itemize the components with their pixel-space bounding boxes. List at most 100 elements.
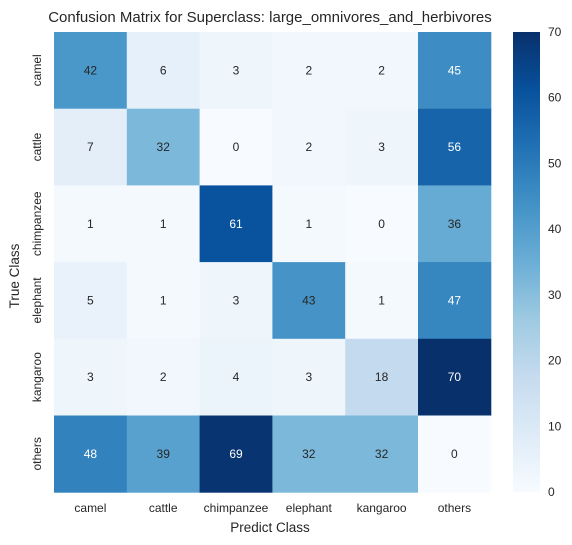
cell-value-label: 5	[87, 293, 94, 307]
heatmap-cell	[54, 108, 128, 186]
heatmap-cell	[345, 415, 419, 493]
heatmap-cell	[126, 262, 201, 340]
cell-value-label: 18	[375, 370, 389, 384]
heatmap-cell	[54, 32, 128, 110]
heatmap-cell	[418, 108, 492, 186]
heatmap-cell	[418, 415, 492, 493]
x-axis-ticks: camel cattle chimpanzee elephant kangaroo oth…	[74, 501, 471, 515]
cell-value-label: 3	[233, 63, 240, 77]
heatmap-cell	[199, 185, 273, 263]
x-tick-label: kangaroo	[357, 501, 407, 515]
cell-value-label: 2	[378, 63, 385, 77]
y-tick-label: elephant	[30, 277, 44, 324]
heatmap-cell	[126, 338, 201, 416]
cell-value-label: 2	[305, 140, 312, 154]
cell-value-label: 3	[87, 370, 94, 384]
heatmap-cell	[418, 338, 492, 416]
cell-value-label: 0	[451, 447, 458, 461]
heatmap-cell	[199, 338, 273, 416]
heatmap-cell	[272, 185, 346, 263]
heatmap-cell	[345, 32, 419, 110]
cell-value-label: 47	[448, 293, 462, 307]
heatmap-cell	[126, 108, 201, 186]
colorbar-tick-label: 30	[548, 288, 562, 302]
heatmap-cell	[199, 32, 273, 110]
cell-value-label: 48	[84, 447, 98, 461]
colorbar-tick-label: 50	[548, 156, 562, 170]
cell-value-label: 0	[378, 217, 385, 231]
heatmap-cell	[199, 262, 273, 340]
heatmap-cell	[126, 32, 201, 110]
y-tick-label: cattle	[30, 132, 44, 161]
y-tick-label: camel	[30, 54, 44, 86]
cell-value-label: 3	[378, 140, 385, 154]
heatmap-cell	[345, 108, 419, 186]
x-tick-label: chimpanzee	[204, 501, 269, 515]
y-tick-label: others	[30, 437, 44, 470]
cell-value-label: 70	[448, 370, 462, 384]
heatmap-cell	[345, 338, 419, 416]
cell-value-label: 3	[233, 293, 240, 307]
cell-value-label: 32	[302, 447, 316, 461]
heatmap-cell	[54, 262, 128, 340]
heatmap-cell	[345, 262, 419, 340]
x-tick-label: camel	[74, 501, 106, 515]
cell-value-label: 39	[157, 447, 171, 461]
heatmap-cell	[272, 415, 346, 493]
heatmap-cell	[272, 108, 346, 186]
cell-value-label: 1	[378, 293, 385, 307]
y-tick-label: chimpanzee	[30, 191, 44, 256]
heatmap-cell	[272, 262, 346, 340]
heatmap-cell	[272, 32, 346, 110]
colorbar-tick-label: 70	[548, 25, 562, 39]
colorbar-tick-label: 60	[548, 91, 562, 105]
cell-value-label: 32	[375, 447, 389, 461]
cell-value-label: 56	[448, 140, 462, 154]
heatmap-cell	[418, 32, 492, 110]
y-tick-label: kangaroo	[30, 352, 44, 402]
y-axis-ticks: camel cattle chimpanzee elephant kangaroo oth…	[30, 54, 44, 470]
heatmap-cell	[272, 338, 346, 416]
colorbar-tick-label: 20	[548, 354, 562, 368]
cell-value-label: 45	[448, 63, 462, 77]
x-tick-label: others	[438, 501, 471, 515]
cell-value-label: 1	[160, 293, 167, 307]
cell-value-label: 1	[160, 217, 167, 231]
cell-value-label: 61	[229, 217, 243, 231]
cell-value-label: 69	[229, 447, 243, 461]
cell-value-label: 36	[448, 217, 462, 231]
heatmap-cell	[54, 338, 128, 416]
cell-value-label: 32	[157, 140, 171, 154]
x-tick-label: elephant	[286, 501, 333, 515]
x-tick-label: cattle	[149, 501, 178, 515]
heatmap-cell-labels: 42 6 3 2 2 457 32 0 2 3 561 1 61 1 0 365 1 3 43 1 473 2 4 3 18 70…	[84, 63, 462, 461]
colorbar-tick-label: 40	[548, 222, 562, 236]
heatmap-cell	[418, 262, 492, 340]
cell-value-label: 1	[87, 217, 94, 231]
colorbar-ticks: 0 10 20 30 40 50 60 70	[548, 25, 562, 499]
cell-value-label: 7	[87, 140, 94, 154]
y-axis-label: True Class	[7, 243, 22, 308]
heatmap-cell	[418, 185, 492, 263]
heatmap-cell	[345, 185, 419, 263]
cell-value-label: 42	[84, 63, 98, 77]
x-axis-label: Predict Class	[230, 520, 310, 535]
heatmap-cell	[126, 415, 201, 493]
cell-value-label: 3	[305, 370, 312, 384]
colorbar-tick-label: 10	[548, 419, 562, 433]
chart-title: Confusion Matrix for Superclass: large_o…	[48, 9, 492, 26]
cell-value-label: 2	[305, 63, 312, 77]
heatmap-cell	[199, 108, 273, 186]
heatmap-cell	[126, 185, 201, 263]
cell-value-label: 6	[160, 63, 167, 77]
heatmap-cell	[54, 415, 128, 493]
heatmap-cells	[54, 32, 492, 493]
cell-value-label: 0	[233, 140, 240, 154]
heatmap-cell	[199, 415, 273, 493]
heatmap-cell	[54, 185, 128, 263]
cell-value-label: 4	[233, 370, 240, 384]
colorbar-tick-label: 0	[548, 485, 555, 499]
cell-value-label: 43	[302, 293, 316, 307]
cell-value-label: 2	[160, 370, 167, 384]
